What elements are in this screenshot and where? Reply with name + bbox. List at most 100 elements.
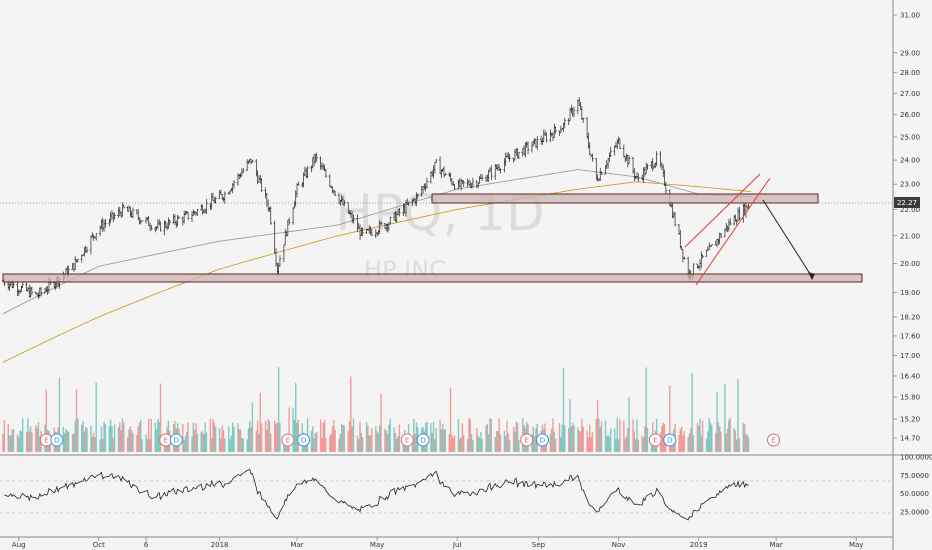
volume-bar: [708, 418, 710, 452]
price-bar: [85, 246, 89, 254]
volume-bar: [224, 438, 226, 452]
volume-bar: [266, 429, 268, 452]
volume-bar: [25, 431, 28, 452]
volume-bar: [633, 431, 636, 452]
volume-bar: [734, 430, 737, 452]
volume-bar: [477, 436, 479, 452]
volume-bar: [222, 429, 225, 452]
price-bar: [490, 165, 493, 181]
volume-bar: [644, 426, 646, 452]
event-marker-e[interactable]: E: [281, 433, 295, 447]
event-marker-e[interactable]: E: [159, 433, 173, 447]
volume-bar: [75, 389, 78, 452]
volume-bar: [81, 424, 83, 452]
volume-bar: [545, 438, 548, 452]
price-bar: [370, 228, 374, 236]
resistance-zone: [431, 193, 819, 204]
volume-bar: [623, 420, 625, 452]
volume-bar: [313, 438, 315, 452]
volume-bar: [155, 429, 158, 452]
moving-averages: [2, 169, 752, 363]
volume-bar: [334, 429, 336, 452]
channel-lower-line: [695, 177, 771, 286]
event-marker-d[interactable]: D: [169, 433, 183, 447]
volume-bar: [274, 420, 276, 452]
y-tick-label: 27.00: [900, 90, 920, 98]
volume-bar: [604, 420, 607, 452]
event-marker-d[interactable]: D: [663, 433, 677, 447]
volume-bar: [687, 436, 689, 452]
rsi-axis[interactable]: 100.0000 75.0000 50.0000 25.0000: [900, 454, 932, 517]
volume-bar: [637, 439, 639, 452]
volume-bar: [358, 439, 360, 452]
event-marker-d[interactable]: D: [50, 433, 64, 447]
x-axis[interactable]: Aug Oct 6 2018 Mar May Jul Sep Nov 2019 Mar May: [12, 537, 864, 549]
volume-bar: [385, 430, 387, 452]
volume-bar: [11, 429, 13, 452]
volume-bar: [705, 438, 708, 452]
price-bar: [30, 286, 34, 296]
price-bar: [637, 173, 640, 182]
event-marker-e[interactable]: E: [766, 433, 780, 447]
price-bar: [12, 282, 15, 289]
volume-bar: [742, 423, 745, 452]
rsi-tick-label: 50.0000: [900, 490, 929, 498]
volume-bar: [212, 419, 214, 452]
volume-bar: [117, 426, 120, 452]
volume-bar: [112, 437, 114, 452]
volume-bar: [103, 422, 105, 452]
event-marker-e[interactable]: E: [400, 433, 414, 447]
volume-bar: [343, 425, 345, 452]
volume-bar: [508, 439, 511, 452]
volume-bar: [277, 367, 280, 452]
price-bar: [324, 168, 328, 178]
volume-bar: [697, 425, 700, 452]
volume-bar: [258, 434, 260, 452]
volume-bar: [256, 420, 259, 452]
volume-bar: [599, 427, 601, 452]
volume-bar: [636, 419, 638, 452]
price-bar: [113, 212, 116, 220]
volume-bar: [90, 425, 92, 452]
volume-bar: [229, 439, 231, 452]
volume-bar: [679, 428, 681, 452]
volume-bar: [130, 430, 133, 452]
rsi-line: [4, 468, 749, 521]
event-marker-e[interactable]: E: [520, 433, 534, 447]
event-marker-e[interactable]: E: [648, 433, 662, 447]
volume-bar: [371, 427, 373, 452]
y-axis[interactable]: 31.00 29.00 28.00 27.00 26.00 25.00 24.00 23.00…: [893, 12, 920, 443]
event-marker-d[interactable]: D: [535, 433, 549, 447]
event-marker-e[interactable]: E: [39, 433, 53, 447]
price-bar: [627, 155, 631, 165]
volume-bar: [356, 435, 359, 452]
svg-text:E: E: [771, 437, 775, 445]
volume-bar: [384, 428, 386, 452]
volume-bar: [569, 399, 571, 452]
volume-bar: [470, 433, 473, 452]
volume-bar: [365, 422, 368, 452]
volume-bar: [606, 436, 608, 452]
event-marker-d[interactable]: D: [416, 433, 430, 447]
volume-bar: [577, 427, 579, 452]
volume-bar: [487, 434, 490, 452]
volume-bar: [296, 422, 298, 452]
volume-bar: [413, 418, 415, 452]
volume-bar: [562, 367, 565, 452]
volume-bar: [251, 402, 254, 452]
volume-bar: [497, 430, 499, 452]
volume-bar: [535, 428, 537, 452]
price-bar: [352, 214, 355, 224]
event-marker-d[interactable]: D: [297, 433, 311, 447]
volume-bar: [495, 431, 498, 452]
price-bar: [297, 181, 300, 186]
price-bar: [122, 204, 125, 209]
volume-bar: [466, 439, 469, 452]
volume-bar: [136, 434, 138, 452]
volume-bar: [468, 418, 470, 452]
volume-bar: [237, 423, 239, 452]
volume-bar: [350, 376, 352, 452]
price-bar: [269, 206, 272, 225]
volume-bar: [238, 429, 240, 452]
